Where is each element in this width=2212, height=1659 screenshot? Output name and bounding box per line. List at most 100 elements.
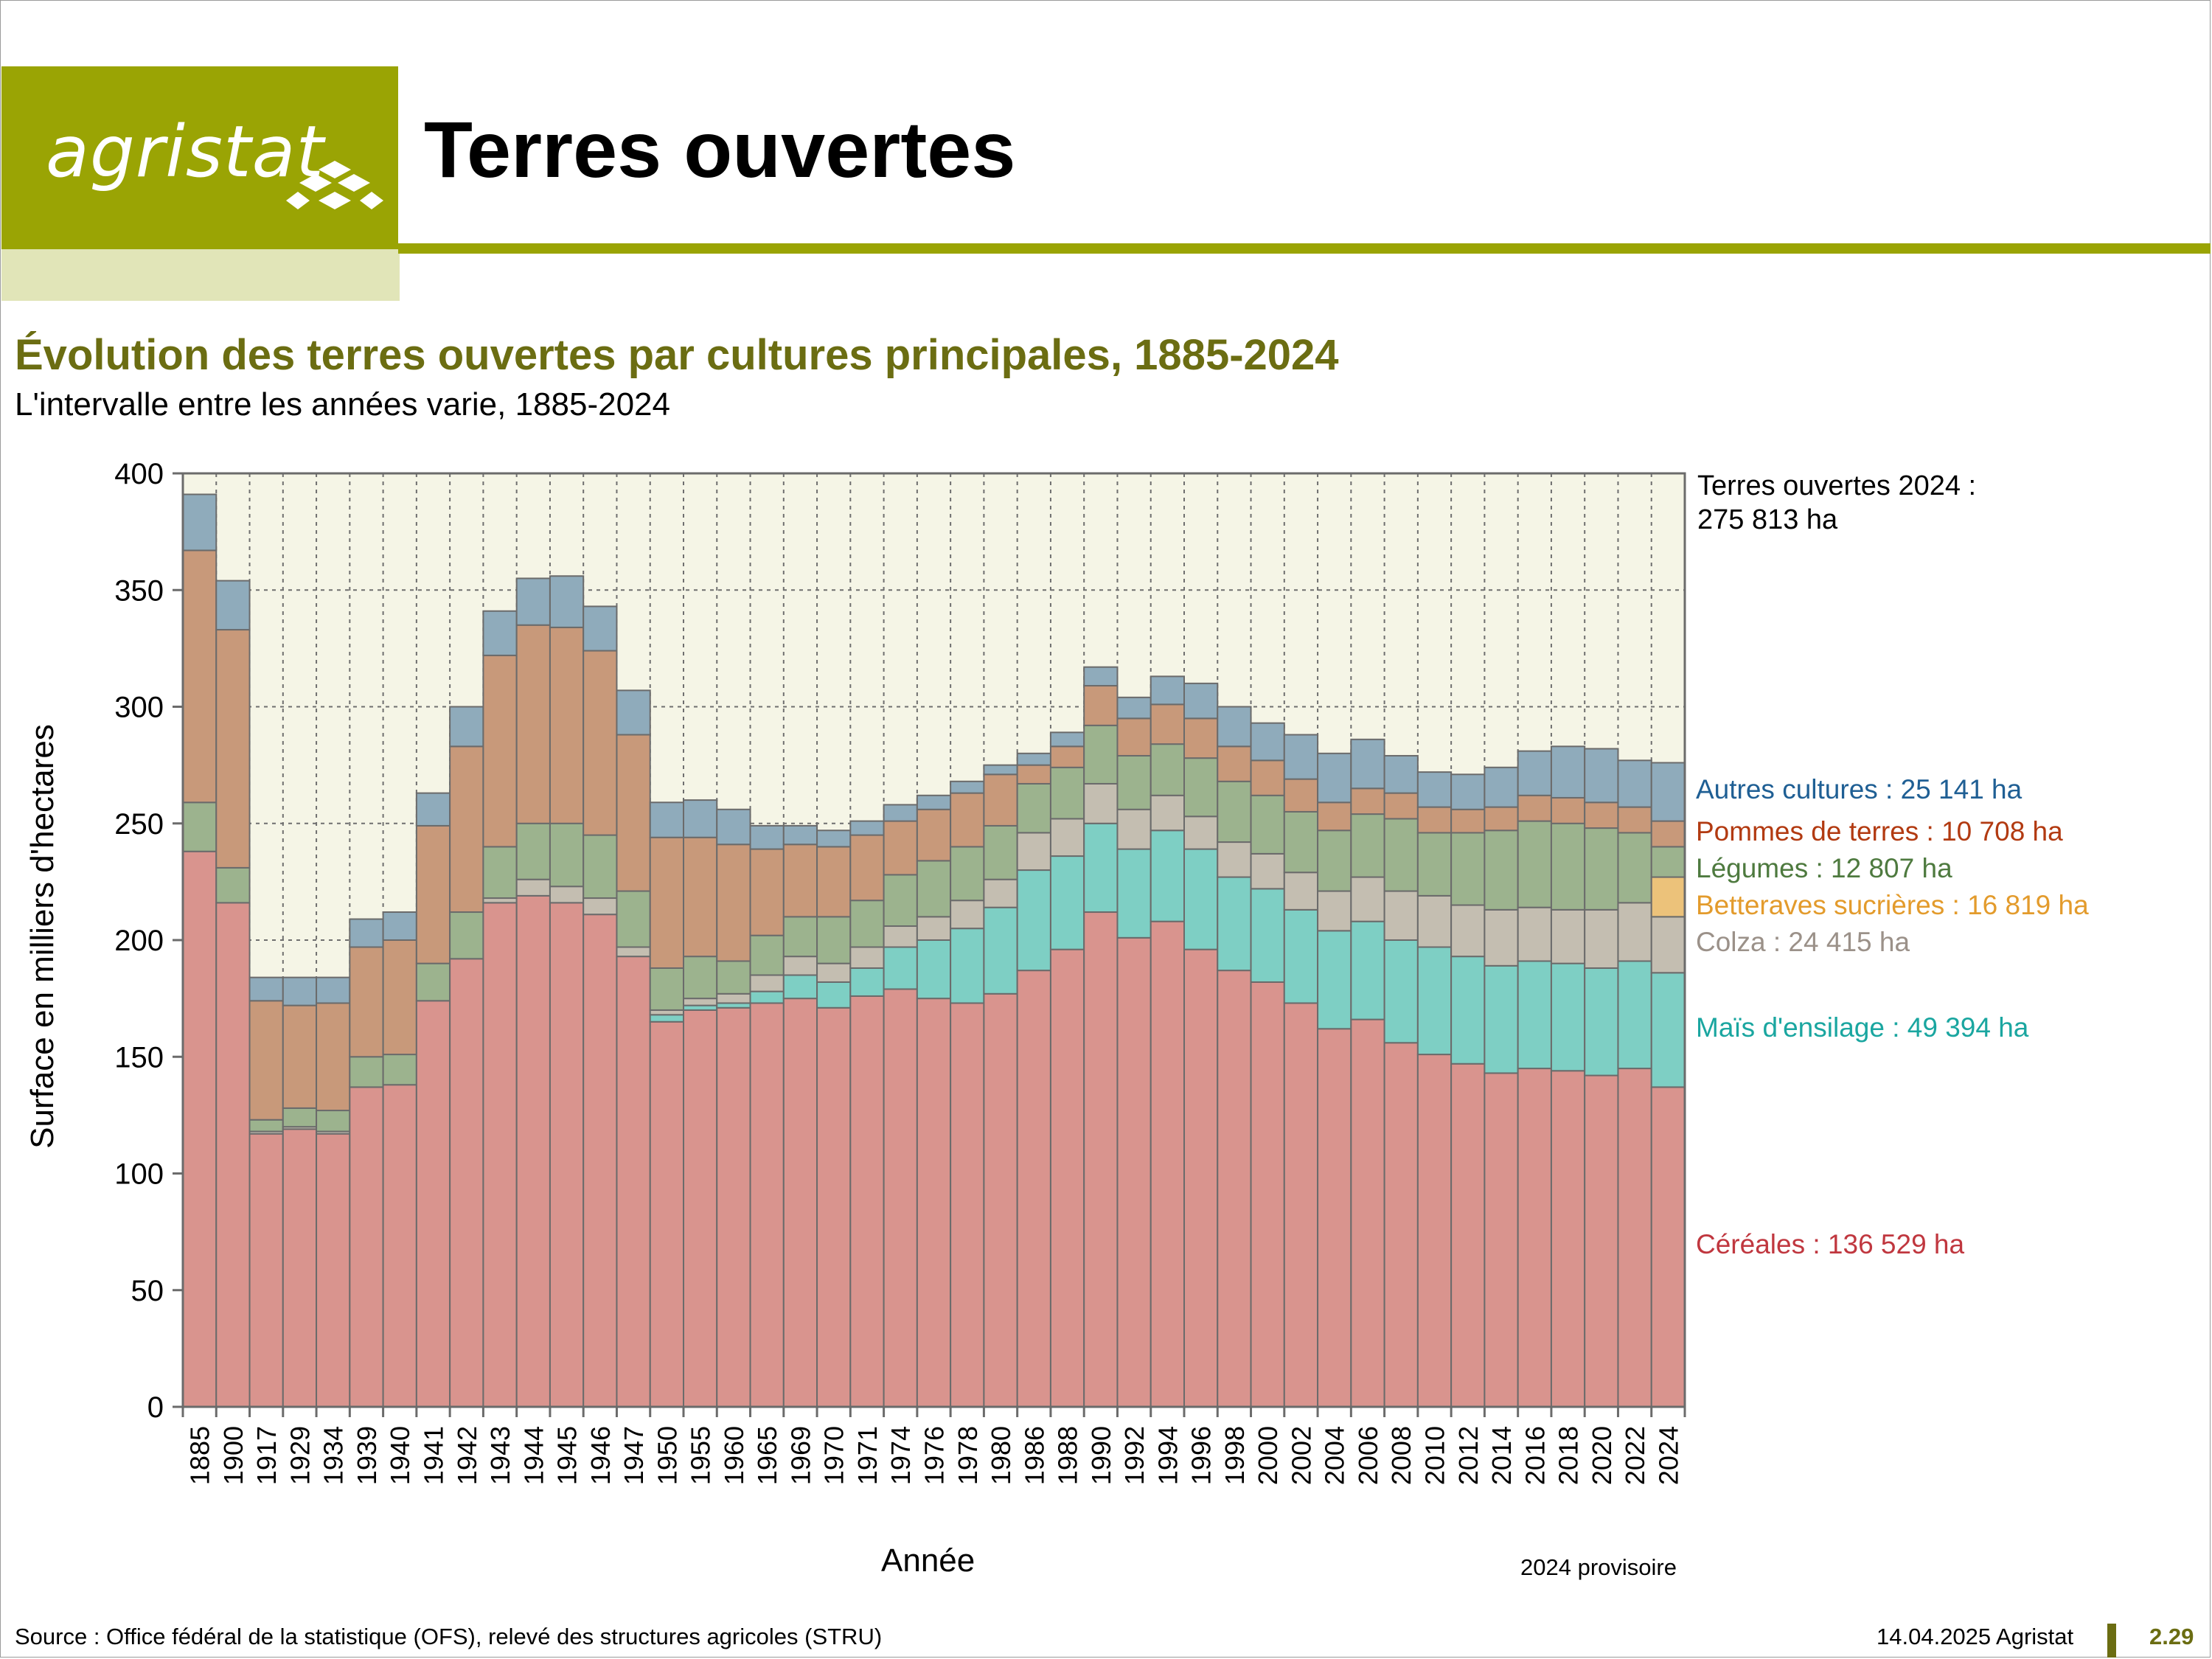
bar-segment — [1450, 832, 1486, 906]
x-tick-label: 1965 — [752, 1426, 782, 1485]
bar-segment — [1283, 734, 1319, 780]
bar-segment — [1617, 759, 1652, 808]
bar-segment — [683, 956, 718, 1000]
bar-segment — [1350, 1018, 1385, 1408]
bar-segment — [282, 1004, 318, 1109]
x-tick-label: 1980 — [986, 1426, 1016, 1485]
bar-segment — [1484, 908, 1519, 967]
bar-segment — [749, 1002, 785, 1408]
x-tick-label: 2016 — [1520, 1426, 1550, 1485]
x-tick-label: 1945 — [552, 1426, 582, 1485]
header-rule — [398, 243, 2211, 254]
bar-segment — [582, 897, 618, 916]
bar-segment — [1416, 832, 1453, 897]
x-tick-label: 2018 — [1554, 1426, 1584, 1485]
bar-segment — [1650, 876, 1686, 918]
bar-segment — [1317, 830, 1352, 892]
bar-segment — [916, 916, 952, 941]
bar-segment — [749, 990, 785, 1004]
bar-segment — [1083, 685, 1119, 726]
bar-segment — [1150, 920, 1185, 1408]
bar-segment — [749, 974, 785, 992]
bar-segment — [1650, 762, 1686, 822]
agristat-logo — [1, 66, 398, 249]
x-tick-label: 1917 — [251, 1426, 282, 1485]
bar-segment — [1116, 696, 1152, 720]
bar-segment — [1416, 806, 1453, 834]
bar-segment — [1049, 948, 1085, 1408]
bar-segment — [482, 902, 518, 1408]
bar-segment — [616, 956, 651, 1408]
bar-segment — [515, 577, 551, 626]
x-tick-label: 2022 — [1620, 1426, 1650, 1485]
x-tick-label: 1934 — [319, 1426, 349, 1485]
series-label: Céréales : 136 529 ha — [1696, 1229, 1965, 1260]
bar-segment — [849, 820, 885, 836]
bar-segment — [415, 1000, 451, 1408]
bar-segment — [1584, 1074, 1619, 1408]
bar-segment — [916, 808, 952, 862]
y-tick-label: 50 — [131, 1275, 164, 1307]
bar-segment — [1083, 911, 1119, 1408]
bar-segment — [1217, 745, 1252, 782]
bar-segment — [716, 1006, 751, 1408]
bar-segment — [1049, 745, 1085, 768]
bar-segment — [382, 939, 417, 1056]
bar-segment — [582, 914, 618, 1408]
bar-segment — [782, 956, 818, 976]
x-tick-label: 1978 — [953, 1426, 983, 1485]
x-tick-label: 1994 — [1152, 1426, 1183, 1485]
bar-segment — [1283, 778, 1319, 813]
x-tick-label: 1971 — [852, 1426, 883, 1485]
series-label: Colza : 24 415 ha — [1696, 927, 1910, 958]
bar-segment — [1550, 745, 1586, 799]
bar-segment — [883, 946, 918, 990]
bar-segment — [1183, 682, 1219, 720]
bar-segment — [282, 1128, 318, 1408]
series-label: Betteraves sucrières : 16 819 ha — [1696, 889, 2089, 920]
bar-segment — [1016, 869, 1051, 972]
x-tick-label: 1941 — [419, 1426, 449, 1485]
bar-segment — [683, 799, 718, 838]
bar-segment — [716, 844, 751, 962]
bar-segment — [1617, 960, 1652, 1070]
series-label: Maïs d'ensilage : 49 394 ha — [1696, 1012, 2029, 1043]
bar-segment — [1350, 787, 1385, 815]
bar-segment — [549, 886, 585, 904]
total-annotation-line1: Terres ouvertes 2024 : — [1697, 470, 1977, 501]
bar-segment — [1650, 916, 1686, 974]
total-annotation: Terres ouvertes 2024 : 275 813 ha — [1697, 469, 1976, 537]
x-tick-label: 2000 — [1253, 1426, 1283, 1485]
bar-segment — [1317, 752, 1352, 804]
bar-segment — [549, 902, 585, 1408]
x-tick-label: 1946 — [585, 1426, 616, 1485]
x-tick-label: 2008 — [1386, 1426, 1416, 1485]
bar-segment — [1350, 876, 1385, 922]
bar-segment — [883, 820, 918, 876]
source-note: Source : Office fédéral de la statistiqu… — [15, 1624, 883, 1649]
bar-segment — [1416, 894, 1453, 948]
bar-segment — [916, 998, 952, 1408]
bar-segment — [1283, 1002, 1319, 1408]
bar-segment — [749, 824, 785, 850]
bar-segment — [1116, 936, 1152, 1408]
x-tick-label: 2024 — [1653, 1426, 1683, 1485]
bar-segment — [816, 981, 852, 1009]
bar-segment — [1016, 970, 1051, 1408]
bar-segment — [1350, 813, 1385, 878]
bar-segment — [983, 906, 1018, 995]
bar-segment — [215, 866, 251, 904]
bar-segment — [1250, 981, 1285, 1408]
bar-segment — [1383, 1042, 1419, 1408]
bar-segment — [215, 629, 251, 869]
bar-segment — [582, 650, 618, 836]
bar-segment — [1217, 876, 1252, 972]
y-tick-label: 300 — [114, 692, 164, 724]
bar-segment — [782, 916, 818, 958]
bar-segment — [1484, 830, 1519, 911]
bar-segment — [649, 1020, 685, 1408]
bar-segment — [1450, 904, 1486, 958]
bar-segment — [749, 934, 785, 976]
bar-segment — [316, 976, 351, 1004]
bar-segment — [482, 846, 518, 900]
